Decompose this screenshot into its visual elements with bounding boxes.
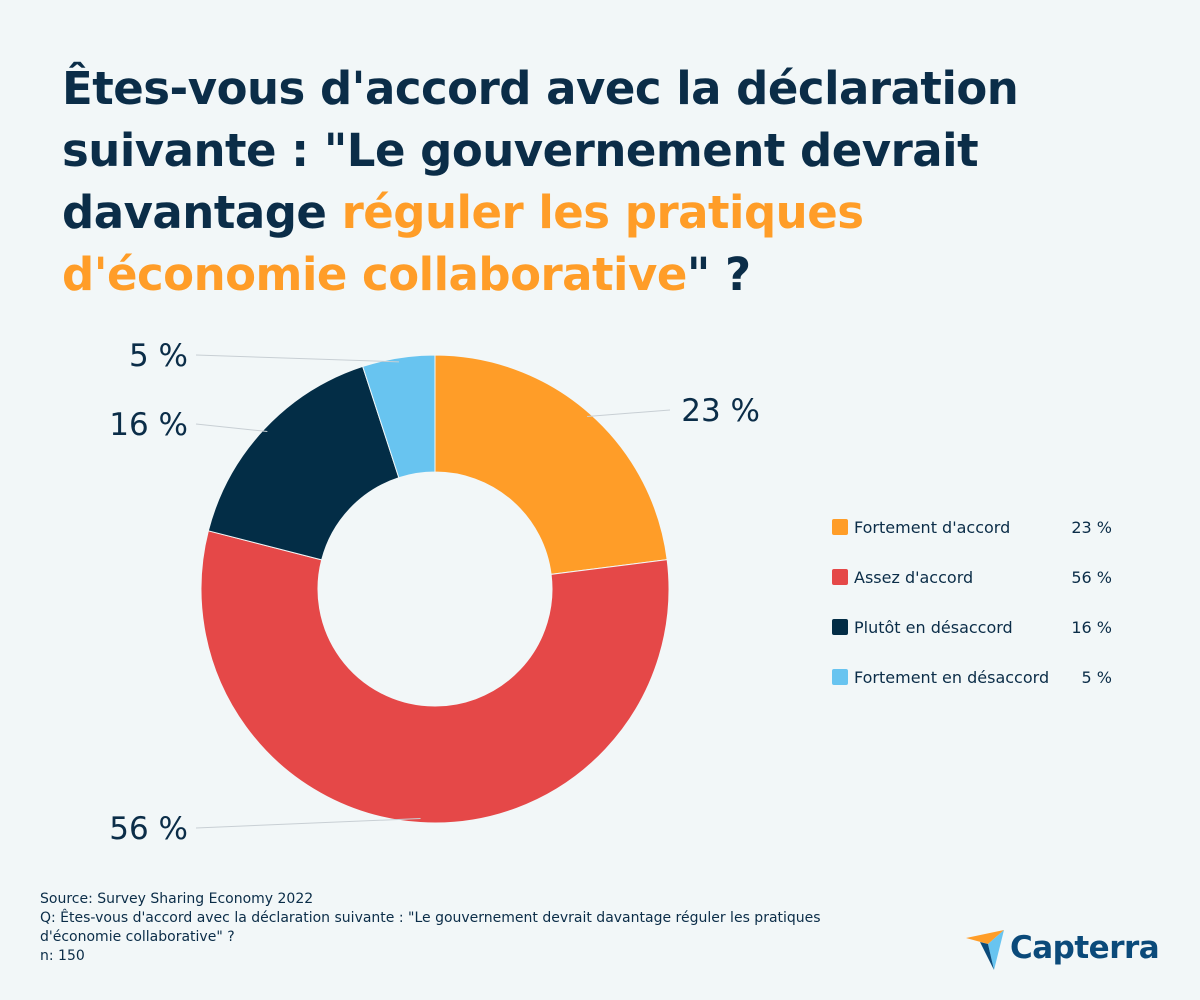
legend-value: 56 % [1071, 567, 1112, 587]
footer: Source: Survey Sharing Economy 2022 Q: Ê… [40, 890, 880, 966]
legend-label: Fortement d'accord [854, 517, 1011, 537]
legend-label: Plutôt en désaccord [854, 617, 1013, 637]
legend-swatch [832, 569, 848, 585]
title-highlight: réguler les pratiques d'économie collabo… [62, 186, 864, 301]
donut-slice [362, 354, 436, 479]
legend-item: Fortement d'accord 23 % [832, 502, 1112, 552]
leader-line [587, 409, 671, 417]
legend-item: Fortement en désaccord 5 % [832, 652, 1112, 702]
data-label: 16 % [109, 407, 188, 443]
title-text-end: " ? [686, 248, 751, 301]
data-label: 56 % [109, 811, 188, 847]
donut-slice [200, 530, 670, 824]
leader-line [195, 354, 400, 363]
chart-title: Êtes-vous d'accord avec la déclaration s… [62, 58, 1062, 306]
leader-line [195, 423, 268, 433]
donut-slice [434, 354, 668, 575]
donut-slice [207, 365, 400, 561]
leader-line [195, 818, 421, 829]
question-note: Q: Êtes-vous d'accord avec la déclaratio… [40, 910, 821, 945]
legend-swatch [832, 669, 848, 685]
legend-item: Assez d'accord 56 % [832, 552, 1112, 602]
legend-label: Assez d'accord [854, 567, 974, 587]
legend-value: 5 % [1081, 667, 1112, 687]
legend-swatch [832, 619, 848, 635]
title-text: Êtes-vous d'accord avec la déclaration s… [62, 62, 1019, 239]
legend-value: 16 % [1071, 617, 1112, 637]
capterra-logo-icon [966, 930, 1004, 970]
legend-value: 23 % [1071, 517, 1112, 537]
sample-size: n: 150 [40, 948, 85, 964]
source-note: Source: Survey Sharing Economy 2022 [40, 891, 314, 907]
legend: Fortement d'accord 23 % Assez d'accord 56 … [832, 502, 1112, 702]
legend-item: Plutôt en désaccord 16 % [832, 602, 1112, 652]
data-label: 5 % [129, 338, 188, 374]
capterra-logo: Capterra [966, 926, 1160, 970]
legend-label: Fortement en désaccord [854, 667, 1050, 687]
legend-swatch [832, 519, 848, 535]
data-label: 23 % [681, 393, 760, 429]
logo-text: Capterra [1010, 930, 1160, 966]
